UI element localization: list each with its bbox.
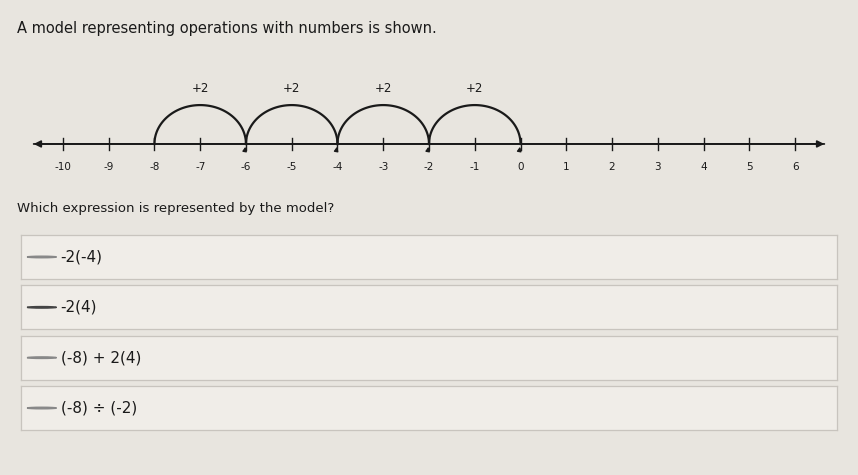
Text: A model representing operations with numbers is shown.: A model representing operations with num… <box>17 21 437 37</box>
Text: -3: -3 <box>378 162 389 172</box>
Text: +2: +2 <box>283 82 300 95</box>
Text: Which expression is represented by the model?: Which expression is represented by the m… <box>17 202 335 215</box>
Text: 0: 0 <box>517 162 523 172</box>
Text: -1: -1 <box>469 162 480 172</box>
Text: -2(-4): -2(-4) <box>61 249 103 265</box>
Circle shape <box>27 256 57 258</box>
Text: -2(4): -2(4) <box>61 300 97 315</box>
Text: 6: 6 <box>792 162 799 172</box>
Text: 5: 5 <box>746 162 752 172</box>
Text: -4: -4 <box>332 162 342 172</box>
Text: -7: -7 <box>195 162 205 172</box>
Text: 4: 4 <box>700 162 707 172</box>
Text: (-8) + 2(4): (-8) + 2(4) <box>61 350 141 365</box>
Text: -6: -6 <box>241 162 251 172</box>
Text: 3: 3 <box>655 162 662 172</box>
Text: +2: +2 <box>375 82 392 95</box>
Text: +2: +2 <box>466 82 483 95</box>
Text: -10: -10 <box>54 162 71 172</box>
Text: 2: 2 <box>608 162 615 172</box>
Text: (-8) ÷ (-2): (-8) ÷ (-2) <box>61 400 136 416</box>
Circle shape <box>27 357 57 359</box>
Text: -2: -2 <box>424 162 434 172</box>
Text: -9: -9 <box>104 162 114 172</box>
Text: -8: -8 <box>149 162 160 172</box>
Circle shape <box>27 306 57 308</box>
Text: -5: -5 <box>287 162 297 172</box>
Text: +2: +2 <box>191 82 208 95</box>
Text: 1: 1 <box>563 162 570 172</box>
Circle shape <box>27 407 57 409</box>
